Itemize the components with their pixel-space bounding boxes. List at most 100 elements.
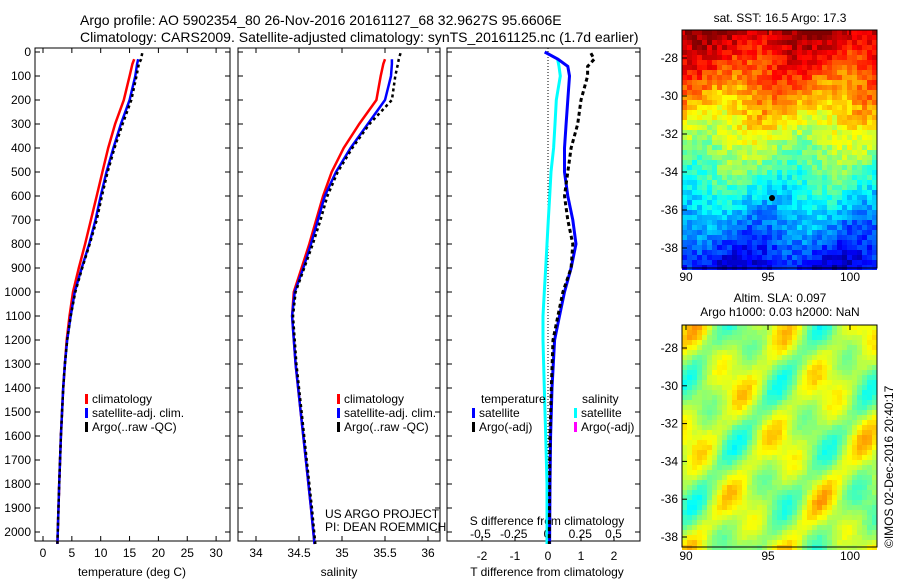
sla-map-cell — [717, 495, 722, 500]
sst-map-cell — [692, 210, 697, 215]
sst-map-cell — [852, 145, 857, 150]
sst-map-cell — [727, 230, 732, 235]
sst-map-cell — [702, 200, 707, 205]
sla-map-cell — [682, 410, 687, 415]
sla-map-cell — [792, 430, 797, 435]
sst-map-cell — [697, 60, 702, 65]
sst-map-cell — [737, 130, 742, 135]
sst-map-cell — [852, 45, 857, 50]
sst-map-cell — [762, 260, 767, 265]
sst-map-cell — [737, 50, 742, 55]
sla-map-cell — [827, 325, 832, 330]
sst-map-cell — [792, 70, 797, 75]
sst-map-cell — [797, 245, 802, 250]
sst-map-cell — [792, 245, 797, 250]
sla-map-cell — [857, 395, 862, 400]
sst-map-cell — [717, 115, 722, 120]
sst-map-cell — [692, 35, 697, 40]
diff-legend-salinity-swatch — [574, 408, 577, 418]
sla-map-cell — [847, 510, 852, 515]
sst-map-cell — [697, 245, 702, 250]
sst-map-cell — [727, 85, 732, 90]
sla-map-cell — [797, 495, 802, 500]
sst-map-cell — [707, 105, 712, 110]
legend-title-temperature: temperature — [481, 392, 546, 406]
sla-map-cell — [802, 385, 807, 390]
sst-map-cell — [682, 115, 687, 120]
sst-map-cell — [717, 75, 722, 80]
sst-map-cell — [857, 145, 862, 150]
sla-map-cell — [737, 425, 742, 430]
sst-map-cell — [697, 225, 702, 230]
sst-map-cell — [702, 45, 707, 50]
sst-map-cell — [752, 165, 757, 170]
sla-map-cell — [817, 540, 822, 545]
sla-map-cell — [812, 440, 817, 445]
sla-map-cell — [742, 445, 747, 450]
sla-map-cell — [812, 495, 817, 500]
sst-map-cell — [872, 200, 877, 205]
sla-map-cell — [802, 390, 807, 395]
sla-map-cell — [687, 350, 692, 355]
sst-map-cell — [862, 170, 867, 175]
sst-map-frame — [681, 29, 878, 269]
sst-map-cell — [787, 120, 792, 125]
sla-map-cell — [722, 340, 727, 345]
sla-map-cell — [697, 395, 702, 400]
sst-map-cell — [732, 135, 737, 140]
depth-tick-label: 1900 — [4, 501, 31, 515]
sla-map-cell — [772, 540, 777, 545]
sla-map-cell — [832, 335, 837, 340]
sla-map-cell — [777, 350, 782, 355]
sst-map-cell — [802, 260, 807, 265]
sla-map-cell — [842, 520, 847, 525]
sla-map-cell — [872, 405, 877, 410]
sla-map-cell — [862, 460, 867, 465]
sst-map-cell — [717, 160, 722, 165]
sst-map-cell — [802, 30, 807, 35]
sla-map-cell — [777, 520, 782, 525]
sst-map-cell — [682, 110, 687, 115]
sst-map-cell — [732, 150, 737, 155]
sst-map-cell — [862, 55, 867, 60]
sst-map-cell — [692, 30, 697, 35]
sla-map-cell — [782, 330, 787, 335]
sla-map-cell — [727, 435, 732, 440]
sla-map-cell — [702, 420, 707, 425]
sla-map-cell — [757, 355, 762, 360]
sla-map-cell — [702, 530, 707, 535]
sst-map-cell — [842, 85, 847, 90]
sst-map-cell — [772, 55, 777, 60]
sst-map-cell — [772, 150, 777, 155]
sst-map-cell — [852, 115, 857, 120]
sst-map-cell — [697, 160, 702, 165]
sla-map-cell — [837, 460, 842, 465]
sla-map-cell — [717, 370, 722, 375]
sla-map-cell — [717, 395, 722, 400]
sla-map-cell — [767, 380, 772, 385]
sst-map-cell — [852, 220, 857, 225]
sst-map-cell — [857, 60, 862, 65]
sst-map-cell — [747, 180, 752, 185]
salinity-satellite-diff-line — [541, 58, 562, 544]
sst-map-cell — [832, 50, 837, 55]
sla-map-cell — [817, 360, 822, 365]
sst-map-cell — [812, 40, 817, 45]
sla-map-cell — [752, 530, 757, 535]
sst-map-cell — [857, 140, 862, 145]
sst-map-cell — [737, 240, 742, 245]
sla-map-cell — [707, 360, 712, 365]
sla-map-cell — [852, 400, 857, 405]
sla-map-cell — [772, 375, 777, 380]
sst-map-cell — [827, 230, 832, 235]
sst-map-cell — [687, 75, 692, 80]
sla-map-cell — [802, 490, 807, 495]
sla-map-cell — [842, 330, 847, 335]
sla-map-cell — [687, 385, 692, 390]
sst-map-cell — [872, 120, 877, 125]
sst-map-cell — [792, 240, 797, 245]
sla-map-cell — [772, 385, 777, 390]
sla-map-cell — [692, 400, 697, 405]
sla-map-cell — [787, 385, 792, 390]
sst-map-cell — [837, 160, 842, 165]
